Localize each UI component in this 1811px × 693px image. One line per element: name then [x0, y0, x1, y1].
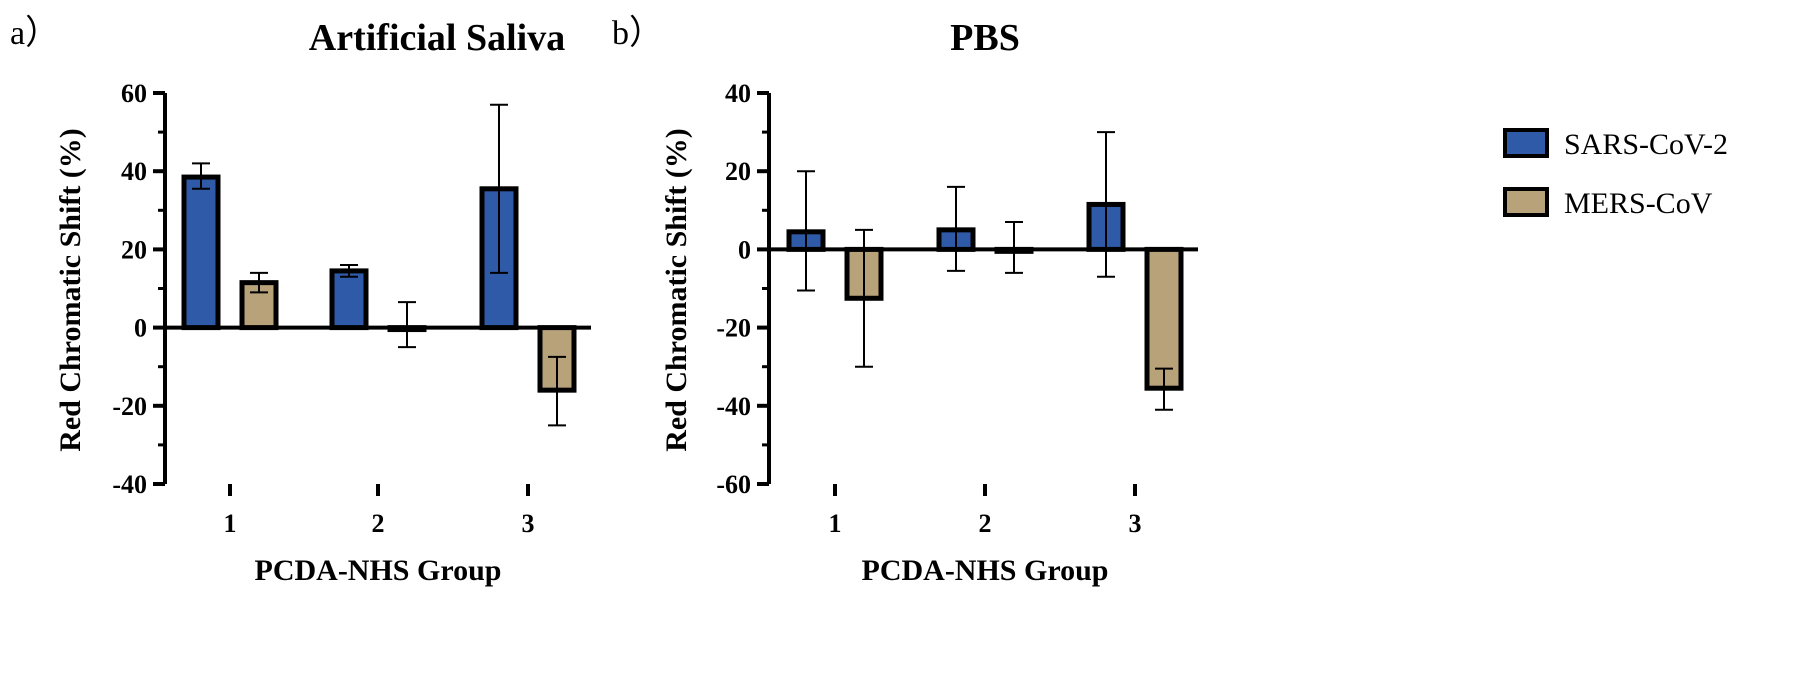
x-tick-label: 3	[522, 509, 535, 538]
y-tick-label: -40	[112, 470, 147, 499]
chart-title-a: Artificial Saliva	[309, 17, 565, 59]
y-axis-title-a: Red Chromatic Shift (%)	[54, 128, 87, 452]
plot-area-a: -40 -20 0 20 40 60 1 2 3	[112, 79, 591, 538]
y-tick-label: 60	[121, 79, 147, 108]
chart-title-b: PBS	[950, 17, 1020, 59]
legend-label-mers-cov: MERS-CoV	[1564, 187, 1713, 220]
chart-pbs: b） PBS Red Chromatic Shift (%) PCDA-NHS …	[612, 14, 1198, 587]
x-axis-title-a: PCDA-NHS Group	[255, 554, 502, 587]
y-tick-label: -60	[716, 470, 751, 499]
y-tick-label: 0	[738, 235, 751, 264]
legend: SARS-CoV-2 MERS-CoV	[1503, 128, 1728, 220]
y-tick-label: -20	[716, 314, 751, 343]
y-tick-label: 40	[121, 157, 147, 186]
panel-letter-a: a）	[10, 14, 59, 52]
x-tick-label: 2	[979, 509, 992, 538]
y-axis-title-b: Red Chromatic Shift (%)	[660, 128, 693, 452]
panel-letter-b: b）	[612, 14, 663, 52]
legend-label-sars-cov-2: SARS-CoV-2	[1564, 128, 1728, 161]
bar-sars-cov-2-group-1	[181, 174, 221, 331]
y-tick-label: 20	[725, 157, 751, 186]
y-tick-label: 0	[134, 314, 147, 343]
y-tick-label: -20	[112, 392, 147, 421]
x-tick-label: 3	[1129, 509, 1142, 538]
x-tick-label: 1	[224, 509, 237, 538]
y-tick-label: 20	[121, 235, 147, 264]
bar-mers-cov-group-3	[1144, 246, 1184, 391]
bar-sars-cov-2-group-2	[329, 268, 369, 331]
legend-swatch-sars-cov-2	[1503, 128, 1549, 158]
x-axis-title-b: PCDA-NHS Group	[862, 554, 1109, 587]
x-tick-label: 2	[372, 509, 385, 538]
legend-swatch-mers-cov	[1503, 187, 1549, 217]
x-tick-label: 1	[829, 509, 842, 538]
chart-artificial-saliva: a） Artificial Saliva Red Chromatic Shift…	[10, 14, 591, 587]
plot-area-b: -60 -40 -20 0 20 40 1 2 3	[716, 79, 1198, 538]
y-tick-label: 40	[725, 79, 751, 108]
y-tick-label: -40	[716, 392, 751, 421]
